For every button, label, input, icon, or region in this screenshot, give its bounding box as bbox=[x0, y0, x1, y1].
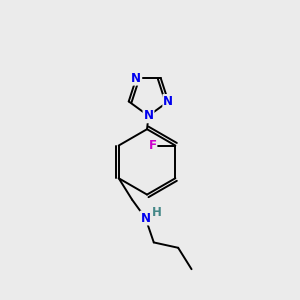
Text: N: N bbox=[131, 72, 141, 85]
Text: N: N bbox=[140, 212, 151, 225]
Text: N: N bbox=[143, 109, 154, 122]
Text: N: N bbox=[163, 95, 173, 108]
Text: H: H bbox=[152, 206, 162, 219]
Text: F: F bbox=[148, 139, 157, 152]
